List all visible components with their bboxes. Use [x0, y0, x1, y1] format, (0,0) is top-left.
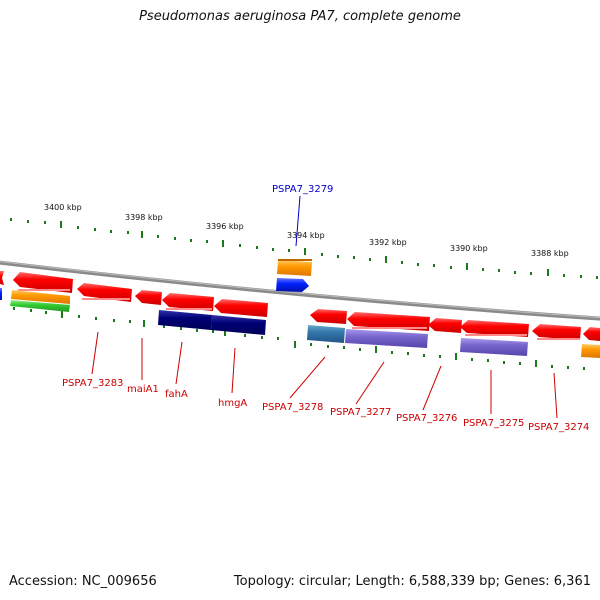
- scale-label: 3400 kbp: [44, 203, 82, 212]
- genome-stats-label: Topology: circular; Length: 6,588,339 bp…: [233, 574, 591, 589]
- gene-PSPA7_3279[interactable]: [276, 259, 312, 292]
- scale-label: 3396 kbp: [206, 222, 244, 231]
- gene-strand-left[interactable]: [0, 271, 600, 341]
- leader-line: [175, 341, 183, 385]
- scale-label: 3398 kbp: [125, 213, 163, 222]
- leader-line: [553, 372, 558, 419]
- gene-label[interactable]: PSPA7_3276: [396, 413, 457, 424]
- accession-label: Accession: NC_009656: [9, 574, 157, 589]
- gene-label[interactable]: maiA1: [127, 384, 159, 395]
- scale-ticks-upper: [10, 218, 598, 279]
- gene-label[interactable]: PSPA7_3277: [330, 407, 391, 418]
- gene-label[interactable]: PSPA7_3275: [463, 418, 524, 429]
- scale-label: 3394 kbp: [287, 231, 325, 240]
- scale-label: 3392 kbp: [369, 238, 407, 247]
- gene-label[interactable]: hmgA: [218, 398, 247, 409]
- leader-line: [289, 356, 326, 399]
- scale-label: 3388 kbp: [531, 249, 569, 258]
- leader-line: [355, 361, 385, 405]
- genome-backbone: [0, 260, 600, 321]
- gene-label[interactable]: PSPA7_3283: [62, 378, 123, 389]
- leader-line-PSPA7_3279: [295, 195, 301, 247]
- leader-line: [91, 331, 99, 375]
- genome-backbone-highlight: [0, 261, 600, 319]
- gene-label[interactable]: PSPA7_3278: [262, 402, 323, 413]
- gene-label[interactable]: fahA: [165, 389, 188, 400]
- gene-label[interactable]: PSPA7_3274: [528, 422, 589, 433]
- gene-label-PSPA7_3279[interactable]: PSPA7_3279: [272, 184, 333, 195]
- scale-ticks-lower: [13, 307, 585, 370]
- leader-line: [231, 347, 236, 394]
- gene-strand-lower[interactable]: [0, 288, 600, 358]
- scale-label: 3390 kbp: [450, 244, 488, 253]
- leader-line: [422, 365, 442, 411]
- genome-title: Pseudomonas aeruginosa PA7, complete gen…: [139, 9, 461, 24]
